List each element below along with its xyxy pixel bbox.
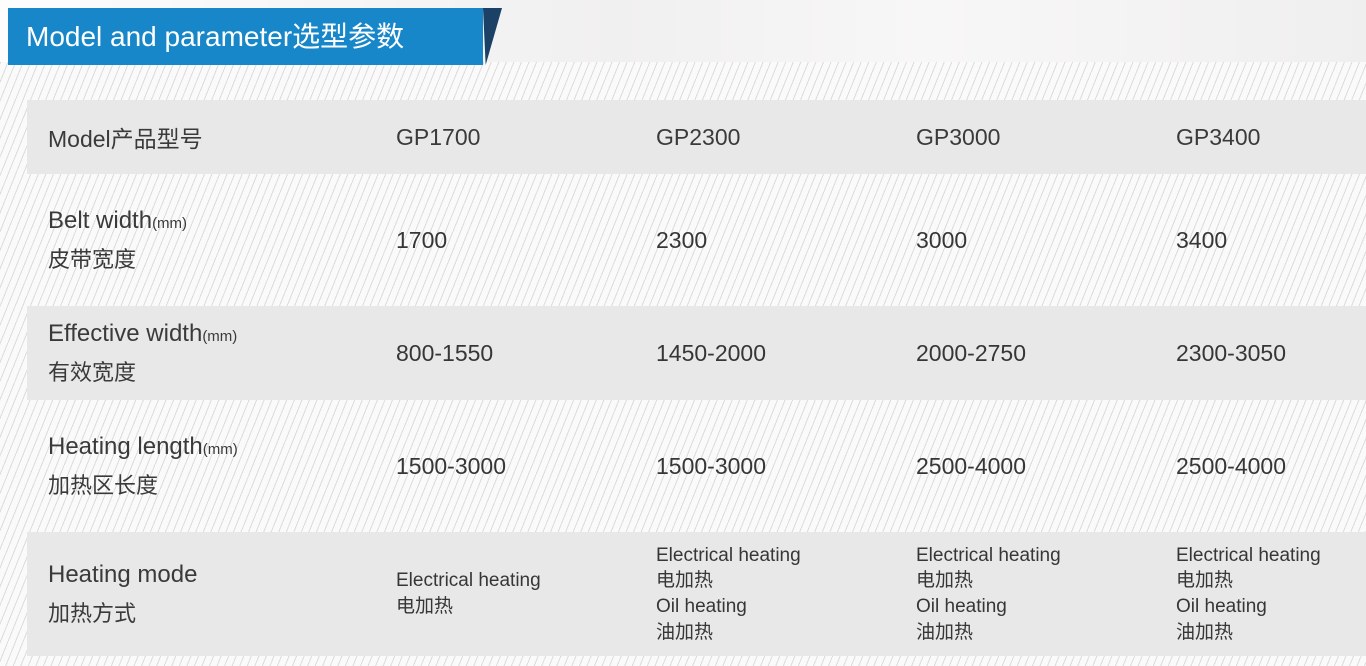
cell-value: 2300-3050 [1176,339,1286,366]
row-label-model: Model产品型号 [48,126,203,152]
mode-line: Electrical heating [656,544,801,566]
cell-value: 1700 [396,226,448,253]
cell-value: 2500-4000 [916,452,1026,479]
mode-line: 电加热 [656,570,714,592]
mode-line: 电加热 [1176,570,1234,592]
cell-value: 1500-3000 [656,452,766,479]
table-row-heating-mode: Heating mode 加热方式 Electrical heating 电加热… [27,532,1366,656]
cell-heating-mode: Electrical heating 电加热 Oil heating 油加热 [640,543,900,646]
column-header-gp3000: GP3000 [916,123,1001,150]
table-row-effective-width: Effective width(mm) 有效宽度 800-1550 1450-2… [27,306,1366,400]
column-header-gp2300: GP2300 [656,123,741,150]
row-label-heating-mode: Heating mode 加热方式 [27,561,380,628]
mode-line: 电加热 [916,570,974,592]
mode-line: Electrical heating [1176,544,1321,566]
cell-value: 1450-2000 [656,339,766,366]
cell-value: 1500-3000 [396,452,506,479]
row-label-line-en: Belt width(mm) [48,206,188,234]
mode-line: 油加热 [916,621,974,643]
row-label-line-en: Heating mode [48,560,198,588]
mode-line: Electrical heating [396,570,541,592]
table-row-belt-width: Belt width(mm) 皮带宽度 1700 2300 3000 3400 [27,174,1366,306]
column-header-gp1700: GP1700 [396,123,481,150]
row-label-line-zh: 加热方式 [48,600,137,626]
row-label-line-en: Heating length(mm) [48,432,238,460]
mode-line: Oil heating [916,596,1007,617]
row-label-line-zh: 有效宽度 [48,359,137,385]
column-header-gp3400: GP3400 [1176,123,1261,150]
cell-heating-mode: Electrical heating 电加热 Oil heating 油加热 [900,543,1160,646]
row-label-line-en: Effective width(mm) [48,319,238,347]
table-row-model: Model产品型号 GP1700 GP2300 GP3000 GP3400 [27,100,1366,174]
cell-value: 3400 [1176,226,1228,253]
mode-line: Oil heating [656,596,747,617]
row-label-heating-length: Heating length(mm) 加热区长度 [27,433,380,500]
banner-fold-shape [483,8,502,65]
spec-table: Model产品型号 GP1700 GP2300 GP3000 GP3400 Be… [27,100,1366,656]
mode-line: Electrical heating [916,544,1061,566]
cell-value: 2500-4000 [1176,452,1286,479]
mode-line: 油加热 [656,621,714,643]
cell-heating-mode: Electrical heating 电加热 Oil heating 油加热 [1160,543,1366,646]
row-label-line-zh: 加热区长度 [48,472,159,498]
mode-line: 电加热 [396,596,454,617]
cell-value: 3000 [916,226,968,253]
section-title: Model and parameter选型参数 [8,8,483,65]
cell-heating-mode: Electrical heating 电加热 [380,568,640,619]
row-label-effective-width: Effective width(mm) 有效宽度 [27,320,380,387]
section-title-banner: Model and parameter选型参数 [8,8,502,65]
mode-line: Oil heating [1176,596,1267,617]
row-label-line-zh: 皮带宽度 [48,246,137,272]
table-row-heating-length: Heating length(mm) 加热区长度 1500-3000 1500-… [27,400,1366,532]
mode-line: 油加热 [1176,621,1234,643]
cell-value: 2300 [656,226,708,253]
cell-value: 2000-2750 [916,339,1026,366]
row-label-belt-width: Belt width(mm) 皮带宽度 [27,207,380,274]
cell-value: 800-1550 [396,339,494,366]
